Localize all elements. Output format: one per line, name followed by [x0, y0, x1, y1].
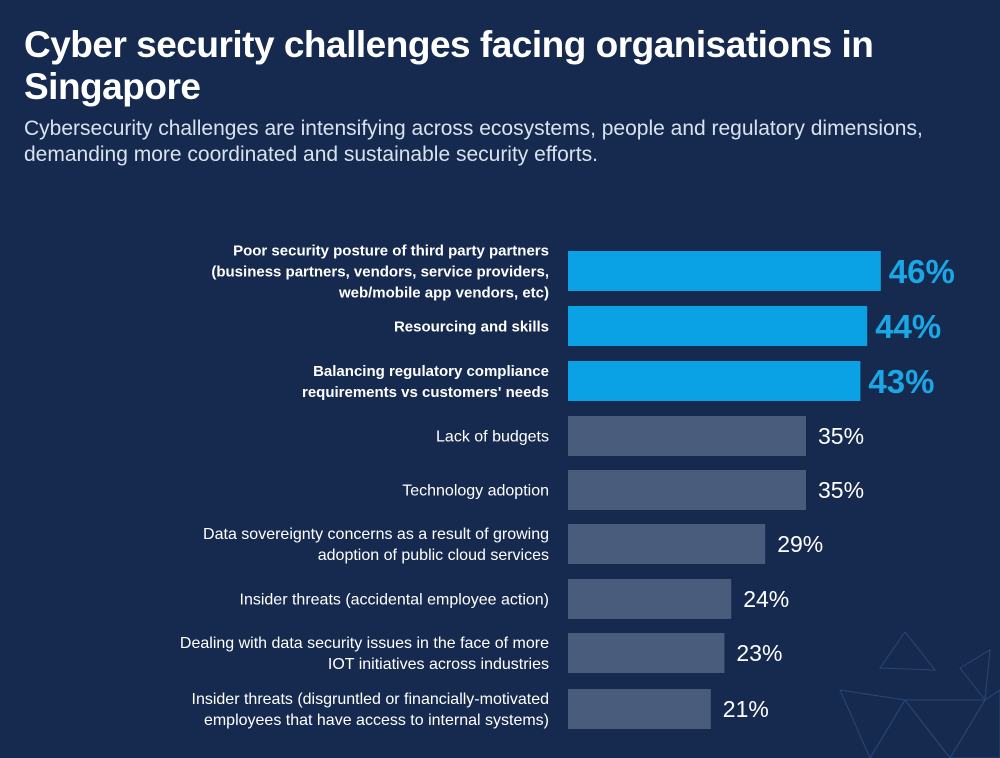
- bar: [568, 416, 806, 456]
- value-label: 24%: [743, 586, 789, 612]
- value-label: 35%: [818, 423, 864, 449]
- page-subtitle: Cybersecurity challenges are intensifyin…: [24, 117, 923, 166]
- bar: [568, 361, 861, 401]
- bar: [568, 306, 868, 346]
- category-label-line: Insider threats (disgruntled or financia…: [192, 691, 550, 708]
- category-label-line: Resourcing and skills: [394, 319, 549, 336]
- value-label: 29%: [777, 531, 823, 557]
- bar-row: Insider threats (disgruntled or financia…: [192, 689, 769, 729]
- bar-row: Poor security posture of third party par…: [211, 243, 955, 302]
- category-label: Poor security posture of third party par…: [211, 243, 549, 302]
- bar-row: Lack of budgets 35%: [436, 416, 864, 456]
- category-label: Lack of budgets: [436, 429, 549, 446]
- value-label: 44%: [875, 308, 941, 345]
- category-label: Insider threats (disgruntled or financia…: [192, 691, 550, 729]
- category-label-line: Technology adoption: [402, 483, 549, 500]
- bar: [568, 579, 732, 619]
- category-label-line: Balancing regulatory compliance: [313, 363, 549, 380]
- bar: [568, 251, 881, 291]
- category-label-line: Insider threats (accidental employee act…: [240, 592, 550, 609]
- category-label: Technology adoption: [402, 483, 549, 500]
- bar-row: Data sovereignty concerns as a result of…: [203, 524, 823, 564]
- value-label: 43%: [868, 363, 934, 400]
- bar-row: Resourcing and skills 44%: [394, 306, 941, 346]
- category-label-line: (business partners, vendors, service pro…: [211, 264, 549, 281]
- page-title: Cyber security challenges facing organis…: [24, 24, 874, 107]
- category-label-line: Lack of budgets: [436, 429, 549, 446]
- category-label-line: adoption of public cloud services: [318, 547, 549, 564]
- category-label-line: Poor security posture of third party par…: [233, 243, 549, 260]
- bar-row: Dealing with data security issues in the…: [180, 633, 782, 673]
- bar-row: Insider threats (accidental employee act…: [240, 579, 789, 619]
- value-label: 46%: [889, 253, 955, 290]
- bar: [568, 689, 711, 729]
- bar: [568, 470, 806, 510]
- bar-row: Technology adoption 35%: [402, 470, 864, 510]
- bar: [568, 524, 766, 564]
- category-label-line: employees that have access to internal s…: [204, 712, 549, 729]
- category-label: Dealing with data security issues in the…: [180, 635, 549, 673]
- bar: [568, 633, 725, 673]
- value-label: 21%: [723, 696, 769, 722]
- category-label: Data sovereignty concerns as a result of…: [203, 526, 549, 564]
- category-label-line: Data sovereignty concerns as a result of…: [203, 526, 549, 543]
- category-label-line: Dealing with data security issues in the…: [180, 635, 549, 652]
- category-label: Balancing regulatory compliance requireme…: [302, 363, 549, 401]
- category-label: Insider threats (accidental employee act…: [240, 592, 550, 609]
- category-label-line: web/mobile app vendors, etc): [338, 285, 549, 302]
- category-label-line: IOT initiatives across industries: [328, 656, 549, 673]
- category-label-line: requirements vs customers' needs: [302, 384, 549, 401]
- value-label: 35%: [818, 477, 864, 503]
- value-label: 23%: [736, 640, 782, 666]
- bar-row: Balancing regulatory compliance requireme…: [302, 361, 934, 401]
- category-label: Resourcing and skills: [394, 319, 549, 336]
